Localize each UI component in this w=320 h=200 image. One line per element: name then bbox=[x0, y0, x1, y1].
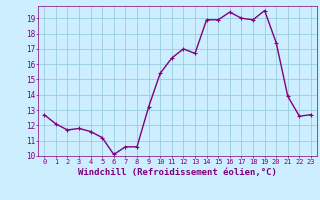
X-axis label: Windchill (Refroidissement éolien,°C): Windchill (Refroidissement éolien,°C) bbox=[78, 168, 277, 177]
